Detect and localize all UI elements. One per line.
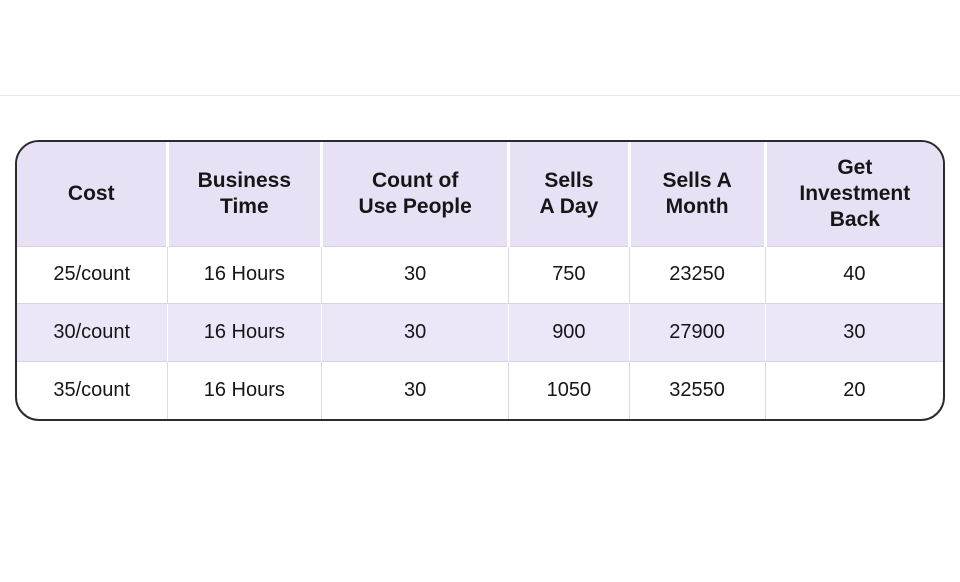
header-sells-a-month: Sells A Month bbox=[627, 142, 766, 246]
header-get-investment-back: Get Investment Back bbox=[763, 142, 943, 246]
pricing-table: Cost Business Time Count of Use People S… bbox=[17, 142, 943, 419]
table-row: 25/count 16 Hours 30 750 23250 40 bbox=[17, 245, 943, 304]
divider-line bbox=[0, 95, 960, 96]
table-cell: 30 bbox=[321, 245, 509, 304]
table-cell: 27900 bbox=[628, 303, 766, 362]
table-cell: 23250 bbox=[628, 245, 766, 304]
header-cost: Cost bbox=[17, 142, 167, 246]
table-cell: 20 bbox=[764, 360, 943, 419]
table-cell: 900 bbox=[508, 303, 630, 362]
table-cell: 16 Hours bbox=[166, 245, 322, 304]
table-cell: 30/count bbox=[17, 303, 167, 362]
table-cell: 40 bbox=[764, 245, 943, 304]
table-cell: 16 Hours bbox=[166, 360, 322, 419]
header-business-time: Business Time bbox=[165, 142, 322, 246]
table-row: 35/count 16 Hours 30 1050 32550 20 bbox=[17, 360, 943, 419]
table-cell: 32550 bbox=[628, 360, 766, 419]
table-cell: 30 bbox=[321, 360, 509, 419]
header-count-of-use-people: Count of Use People bbox=[320, 142, 509, 246]
table-cell: 25/count bbox=[17, 245, 167, 304]
table-cell: 750 bbox=[508, 245, 630, 304]
table-row: 30/count 16 Hours 30 900 27900 30 bbox=[17, 303, 943, 362]
pricing-table-card: Cost Business Time Count of Use People S… bbox=[15, 140, 945, 421]
table-cell: 16 Hours bbox=[166, 303, 322, 362]
header-sells-a-day: Sells A Day bbox=[507, 142, 630, 246]
table-cell: 30 bbox=[764, 303, 943, 362]
table-header-row: Cost Business Time Count of Use People S… bbox=[17, 142, 943, 246]
table-cell: 30 bbox=[321, 303, 509, 362]
table-cell: 35/count bbox=[17, 360, 167, 419]
table-cell: 1050 bbox=[508, 360, 630, 419]
